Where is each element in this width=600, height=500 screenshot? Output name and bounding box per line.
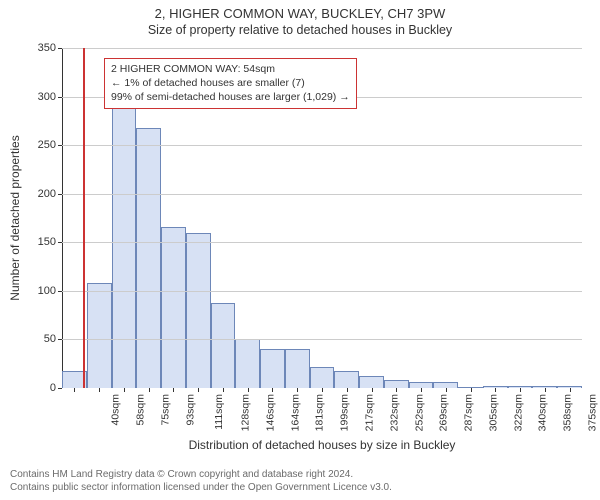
footer-line-2: Contains public sector information licen…: [10, 481, 392, 494]
ytick-label: 250: [16, 139, 56, 151]
bar: [310, 367, 335, 388]
bar: [136, 128, 161, 388]
xtick-label: 358sqm: [561, 394, 573, 431]
xtick-mark: [223, 388, 224, 392]
plot-area: 0501001502002503003502 HIGHER COMMON WAY…: [62, 48, 582, 388]
xtick-mark: [520, 388, 521, 392]
grid-line: [62, 145, 582, 146]
xtick-label: 252sqm: [413, 394, 425, 431]
ytick-label: 150: [16, 236, 56, 248]
chart-container: 2, HIGHER COMMON WAY, BUCKLEY, CH7 3PW S…: [0, 0, 600, 500]
ytick-label: 50: [16, 333, 56, 345]
ytick-mark: [58, 194, 62, 195]
grid-line: [62, 339, 582, 340]
bar: [87, 283, 112, 388]
xtick-label: 322sqm: [512, 394, 524, 431]
xtick-label: 58sqm: [135, 394, 147, 426]
marker-line: [83, 48, 85, 388]
bar: [211, 303, 236, 388]
xtick-label: 128sqm: [240, 394, 252, 431]
bar: [285, 349, 310, 388]
bar: [260, 349, 285, 388]
xtick-mark: [347, 388, 348, 392]
xtick-mark: [372, 388, 373, 392]
bar: [384, 380, 409, 388]
ytick-mark: [58, 242, 62, 243]
grid-line: [62, 291, 582, 292]
annotation-line: 99% of semi-detached houses are larger (…: [111, 90, 350, 104]
xtick-label: 217sqm: [363, 394, 375, 431]
annotation-box: 2 HIGHER COMMON WAY: 54sqm← 1% of detach…: [104, 58, 357, 109]
bar: [235, 339, 260, 388]
ytick-label: 350: [16, 42, 56, 54]
xtick-mark: [396, 388, 397, 392]
xtick-mark: [248, 388, 249, 392]
xtick-mark: [99, 388, 100, 392]
grid-line: [62, 194, 582, 195]
xtick-label: 340sqm: [537, 394, 549, 431]
xtick-label: 232sqm: [388, 394, 400, 431]
xtick-mark: [471, 388, 472, 392]
grid-line: [62, 48, 582, 49]
x-axis-label: Distribution of detached houses by size …: [62, 438, 582, 452]
xtick-mark: [297, 388, 298, 392]
ytick-mark: [58, 145, 62, 146]
ytick-label: 100: [16, 285, 56, 297]
bar: [334, 371, 359, 388]
xtick-label: 111sqm: [213, 394, 225, 430]
xtick-mark: [495, 388, 496, 392]
xtick-label: 375sqm: [586, 394, 598, 431]
annotation-line: 2 HIGHER COMMON WAY: 54sqm: [111, 62, 350, 76]
bar: [112, 100, 137, 388]
ytick-mark: [58, 388, 62, 389]
xtick-label: 75sqm: [159, 394, 171, 426]
page-title: 2, HIGHER COMMON WAY, BUCKLEY, CH7 3PW: [0, 0, 600, 21]
xtick-label: 146sqm: [264, 394, 276, 431]
ytick-mark: [58, 291, 62, 292]
annotation-line: ← 1% of detached houses are smaller (7): [111, 76, 350, 90]
xtick-mark: [173, 388, 174, 392]
xtick-label: 164sqm: [289, 394, 301, 431]
xtick-label: 269sqm: [438, 394, 450, 431]
ytick-label: 300: [16, 91, 56, 103]
ytick-label: 0: [16, 382, 56, 394]
xtick-mark: [149, 388, 150, 392]
bar: [359, 376, 384, 388]
xtick-label: 93sqm: [184, 394, 196, 426]
xtick-mark: [570, 388, 571, 392]
ytick-mark: [58, 339, 62, 340]
ytick-mark: [58, 97, 62, 98]
xtick-mark: [545, 388, 546, 392]
footer-line-1: Contains HM Land Registry data © Crown c…: [10, 468, 392, 481]
footer: Contains HM Land Registry data © Crown c…: [10, 468, 392, 494]
xtick-mark: [322, 388, 323, 392]
xtick-mark: [198, 388, 199, 392]
xtick-mark: [74, 388, 75, 392]
xtick-label: 199sqm: [339, 394, 351, 431]
ytick-mark: [58, 48, 62, 49]
bar: [161, 227, 186, 388]
xtick-mark: [421, 388, 422, 392]
xtick-mark: [272, 388, 273, 392]
y-axis-label: Number of detached properties: [8, 135, 22, 300]
grid-line: [62, 242, 582, 243]
bar: [186, 233, 211, 388]
xtick-mark: [124, 388, 125, 392]
xtick-label: 305sqm: [487, 394, 499, 431]
xtick-mark: [446, 388, 447, 392]
xtick-label: 40sqm: [110, 394, 122, 426]
page-subtitle: Size of property relative to detached ho…: [0, 21, 600, 37]
xtick-label: 181sqm: [314, 394, 326, 431]
ytick-label: 200: [16, 188, 56, 200]
xtick-label: 287sqm: [462, 394, 474, 431]
